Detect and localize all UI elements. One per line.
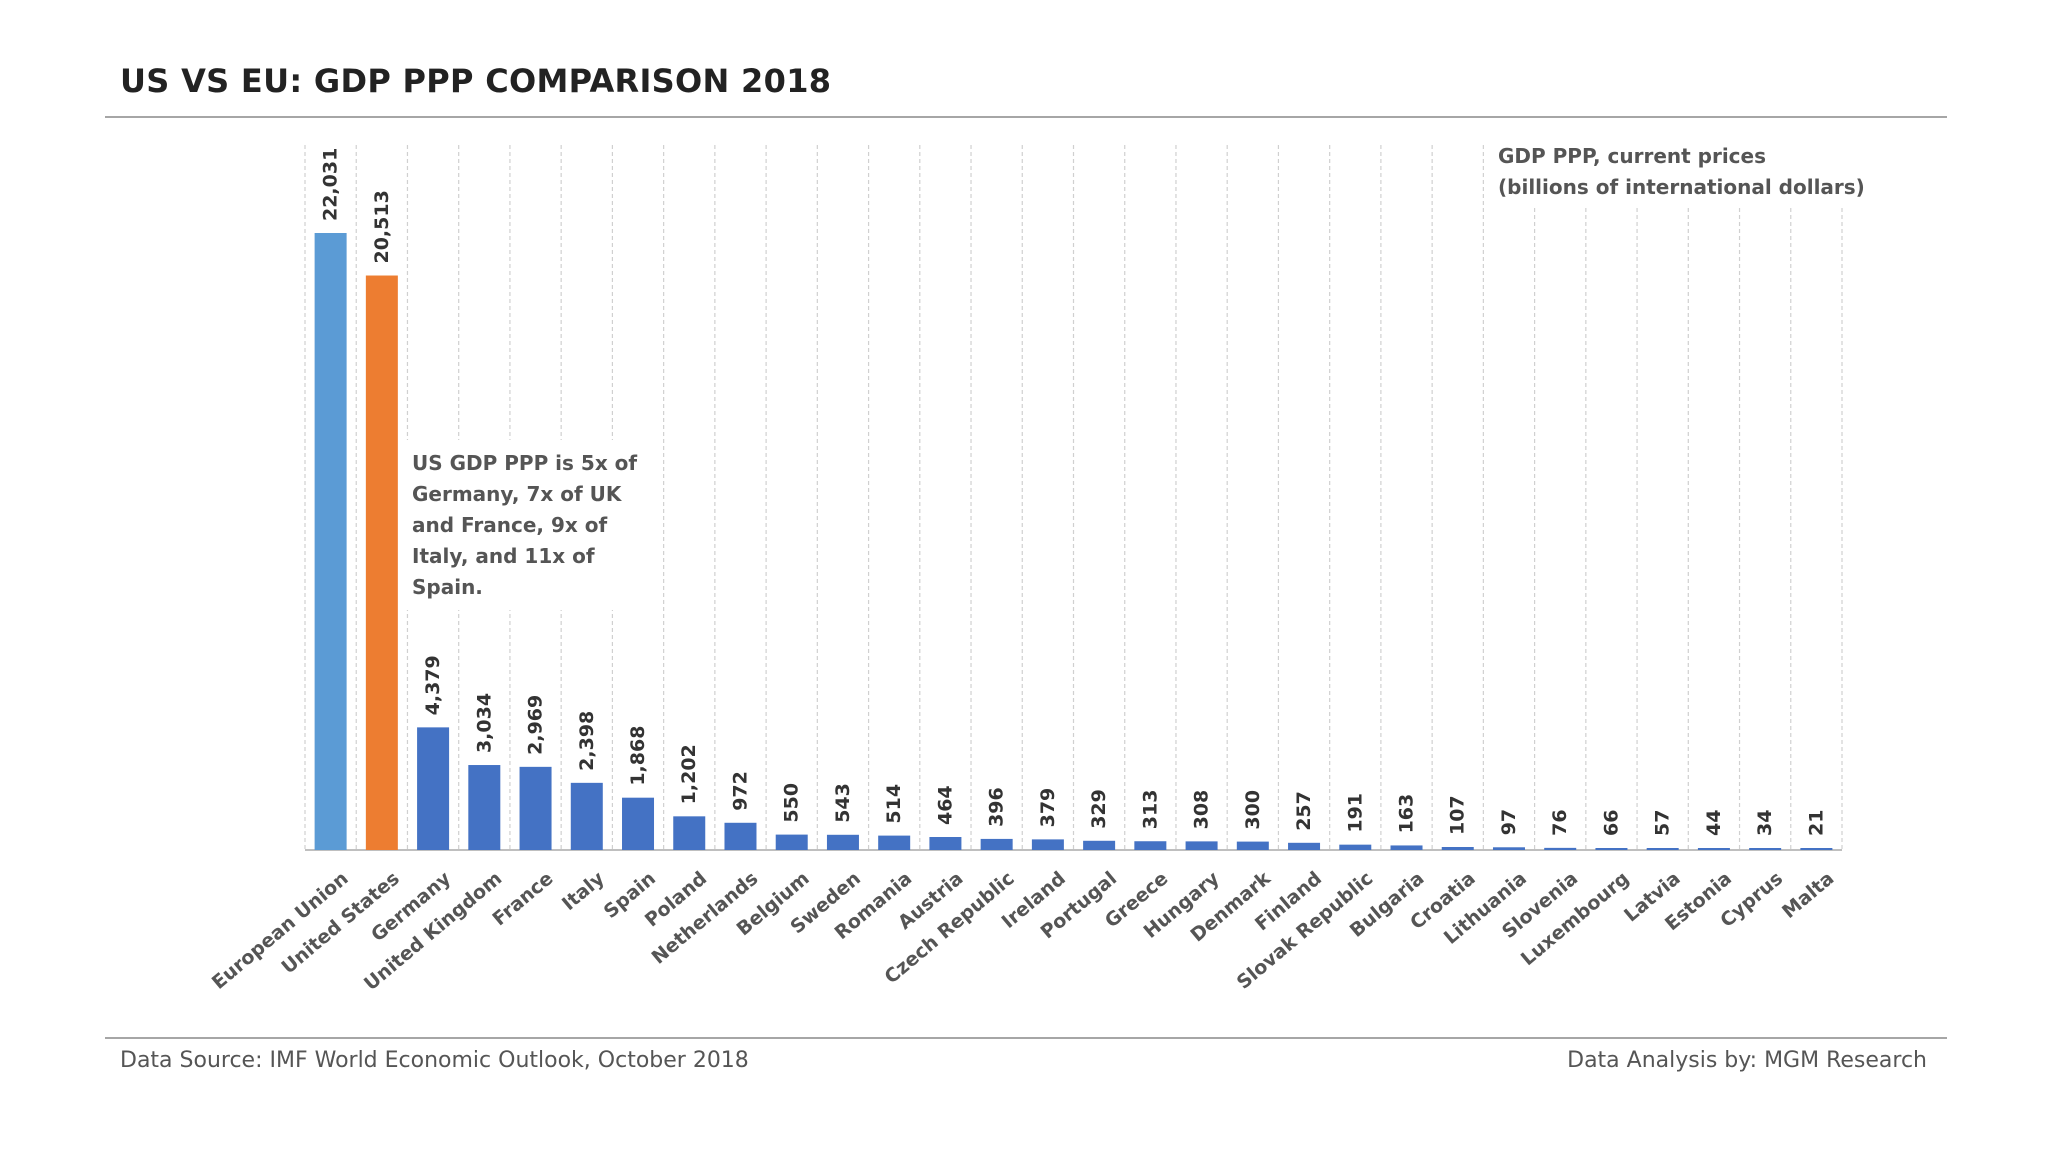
annotation-background [404,440,654,610]
bar-sweden [826,834,859,850]
bar-slovenia [1544,847,1577,850]
data-credit: Data Analysis by: MGM Research [1567,1048,1927,1073]
bar-finland [1288,842,1321,850]
value-label: 191 [1344,793,1366,833]
value-label: 1,868 [627,726,649,786]
value-label: 97 [1498,809,1520,835]
value-label: 3,034 [473,693,495,753]
bar-lithuania [1492,847,1525,850]
bar-netherlands [724,822,757,850]
bar-hungary [1185,841,1218,850]
unit-note-line: GDP PPP, current prices [1498,144,1766,168]
value-label: 514 [883,784,905,824]
value-label: 329 [1088,789,1110,829]
bar-austria [929,837,962,850]
bar-bulgaria [1390,845,1423,850]
bar-denmark [1236,841,1269,850]
bar-greece [1134,841,1167,850]
annotation-line: Italy, and 11x of [412,544,595,568]
bar-spain [622,797,655,850]
annotation-line: Spain. [412,575,483,599]
bar-malta [1800,848,1833,850]
value-label: 1,202 [678,744,700,804]
category-label: Malta [1778,867,1838,923]
chart-title: US VS EU: GDP PPP COMPARISON 2018 [120,62,832,100]
value-label: 34 [1754,810,1776,836]
bar-italy [570,782,603,850]
bar-belgium [775,834,808,850]
bar-portugal [1083,840,1116,850]
value-label: 4,379 [422,655,444,715]
value-label: 66 [1600,810,1622,836]
value-label: 543 [832,783,854,823]
value-label: 972 [729,771,751,811]
bar-ireland [1031,839,1064,850]
value-label: 57 [1652,810,1674,836]
value-label: 257 [1293,791,1315,831]
value-label: 464 [934,785,956,825]
value-label: 308 [1191,790,1213,830]
value-label: 550 [781,783,803,823]
value-label: 379 [1037,788,1059,828]
value-label: 107 [1447,795,1469,835]
footer-divider [105,1037,1947,1039]
unit-note-line: (billions of international dollars) [1498,175,1865,199]
bar-slovak-republic [1339,844,1372,850]
bar-european-union [314,233,347,850]
annotation-line: Germany, 7x of UK [412,482,623,506]
value-label: 20,513 [371,190,393,263]
value-label: 163 [1396,794,1418,834]
bar-czech-republic [980,838,1013,850]
value-label: 22,031 [320,148,342,221]
annotation-line: US GDP PPP is 5x of [412,451,637,475]
annotation-line: and France, 9x of [412,513,607,537]
value-label: 300 [1242,790,1264,830]
bar-estonia [1697,848,1730,850]
bar-cyprus [1749,848,1782,850]
bar-united-kingdom [468,765,501,850]
bar-latvia [1646,848,1679,850]
unit-note-background [1490,140,1850,205]
value-label: 313 [1139,790,1161,830]
data-source: Data Source: IMF World Economic Outlook,… [120,1048,749,1073]
bar-luxembourg [1595,848,1628,850]
value-label: 2,398 [576,711,598,771]
bar-croatia [1441,847,1474,850]
bar-france [519,766,552,850]
value-label: 44 [1703,810,1725,836]
title-divider [105,116,1947,118]
bar-poland [673,816,706,850]
bar-united-states [365,275,398,851]
bar-romania [878,835,911,850]
bar-germany [417,727,450,850]
value-label: 21 [1805,810,1827,836]
value-label: 396 [986,787,1008,827]
value-label: 76 [1549,809,1571,835]
value-label: 2,969 [525,695,547,755]
